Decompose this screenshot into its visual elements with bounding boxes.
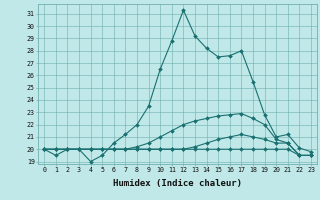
X-axis label: Humidex (Indice chaleur): Humidex (Indice chaleur) (113, 179, 242, 188)
